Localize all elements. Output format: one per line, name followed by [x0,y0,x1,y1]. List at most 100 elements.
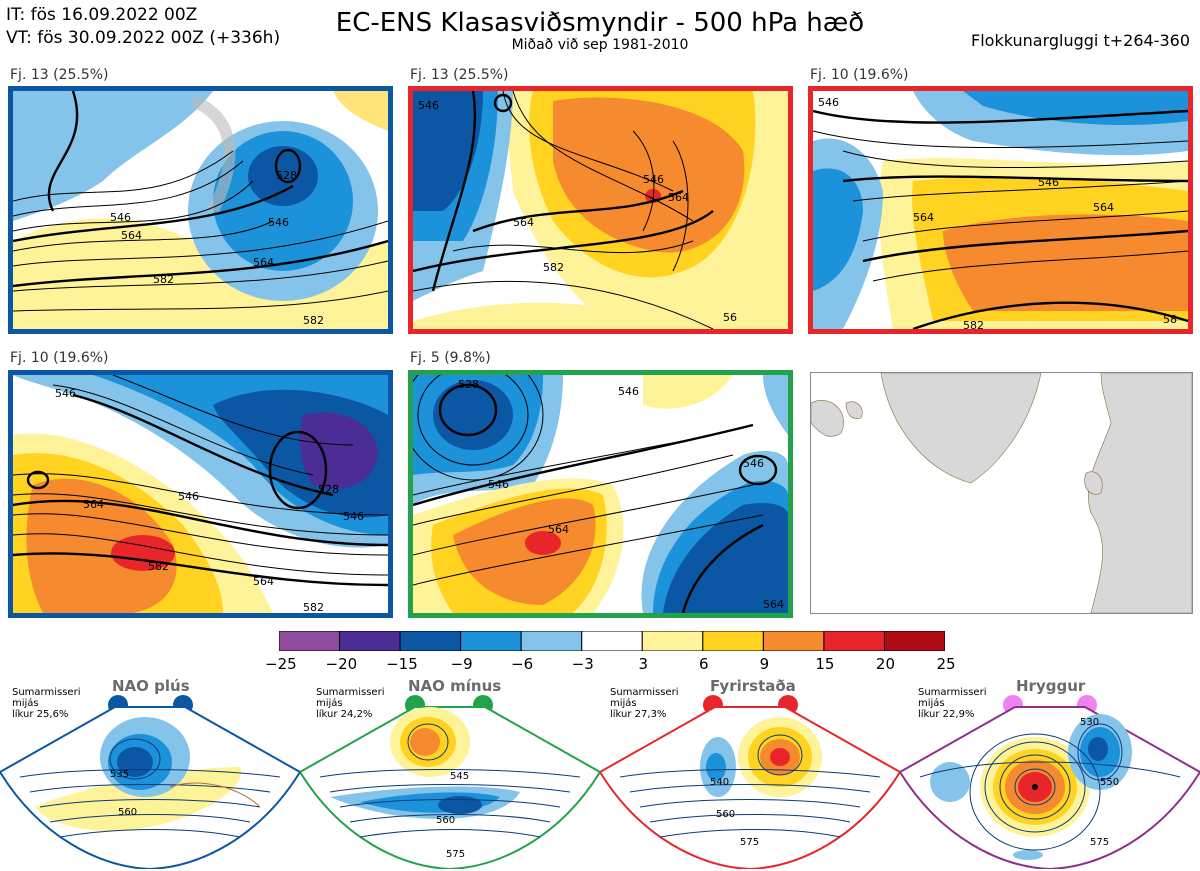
contour-label: 546 [818,96,839,109]
regime-1-note: Sumarmisseri mijás líkur 25,6% [12,687,81,720]
contour-label: 546 [1038,176,1059,189]
colorbar-swatch [581,630,643,652]
colorbar-tick-label: 6 [699,655,709,673]
valid-time: VT: fös 30.09.2022 00Z (+336h) [6,28,281,48]
contour-label: 546 [488,478,509,491]
cluster-map-2: 546 546 564 582 564 56 [408,86,793,334]
regime-contour-label: 530 [1080,717,1099,728]
colorbar-tick-label: −6 [511,655,534,673]
colorbar-swatch [278,630,341,652]
colorbar-tick-label: 3 [638,655,649,673]
header-info: IT: fös 16.09.2022 00Z VT: fös 30.09.202… [6,4,280,50]
contour-label: 528 [458,378,479,391]
regime-2-name: NAO mínus [408,677,502,695]
cluster-label-4: Fj. 10 (19.6%) [10,350,109,366]
colorbar-tick-label: −20 [325,655,358,673]
regime-1-map: 535 560 [0,706,300,869]
contour-label: 56 [723,311,737,324]
regime-contour-label: 540 [710,777,729,788]
contour-label: 564 [668,191,689,204]
regime-contour-label: 560 [436,815,455,826]
contour-label: 582 [543,261,564,274]
contour-label: 546 [110,211,131,224]
regime-contour-label: 560 [118,807,137,818]
regime-contour-label: 575 [740,837,759,848]
contour-label: 582 [963,319,984,329]
cluster-label-5: Fj. 5 (9.8%) [410,350,491,366]
init-time: IT: fös 16.09.2022 00Z [6,5,198,25]
contour-label: 564 [913,211,934,224]
cluster-label-3: Fj. 10 (19.6%) [810,67,909,83]
regime-4-map: 530 550 575 [900,706,1200,869]
colorbar-tick-label: 9 [759,655,770,673]
contour-label: 564 [548,523,569,536]
colorbar-tick-label: −25 [265,655,297,673]
regime-3-name: Fyrirstaða [710,677,796,695]
weather-regimes: Sumarmisseri mijás líkur 25,6% NAO plús … [0,675,1200,871]
regime-contour-label: 575 [446,849,465,860]
contour-label: 582 [303,314,324,327]
contour-label: 546 [178,490,199,503]
contour-label: 546 [618,385,639,398]
contour-label: 546 [743,457,764,470]
cluster-map-3: 546 546 564 564 582 58 [808,86,1193,334]
colorbar-ticks: −25 −20 −15 −9 −6 −3 3 6 9 15 20 25 [258,655,958,675]
contour-label: 546 [55,387,76,400]
colorbar-tick-label: −9 [450,655,473,673]
regime-contour-label: 550 [1100,777,1119,788]
contour-label: 528 [318,483,339,496]
regime-contour-label: 560 [716,809,735,820]
regime-4-note: Sumarmisseri mijás líkur 22,9% [918,687,987,720]
contour-label: 564 [253,256,274,269]
contour-label: 564 [121,229,142,242]
colorbar-tick-label: −15 [386,655,418,673]
contour-label: 546 [343,510,364,523]
contour-label: 564 [83,498,104,511]
regime-contour-label: 545 [450,771,469,782]
contour-label: 564 [1093,201,1114,214]
contour-label: 564 [763,598,784,611]
contour-label: 564 [253,575,274,588]
contour-label: 528 [276,169,297,182]
contour-label: 582 [148,560,169,573]
colorbar [278,630,946,655]
regime-4-name: Hryggur [1016,677,1086,695]
colorbar-tick-label: −3 [571,655,594,673]
regime-1-name: NAO plús [112,677,190,695]
cluster-map-1: 546 564 582 528 546 564 582 [8,86,393,334]
contour-label: 58 [1163,313,1177,326]
cluster-label-1: Fj. 13 (25.5%) [10,67,109,83]
page-subtitle: Miðað við sep 1981-2010 [511,37,689,53]
colorbar-tick-label: 25 [936,655,956,673]
regime-contour-label: 535 [110,769,129,780]
colorbar-swatch [520,630,583,652]
regime-3-note: Sumarmisseri mijás líkur 27,3% [610,687,679,720]
regime-contour-label: 575 [1090,837,1109,848]
colorbar-swatch [823,630,885,652]
colorbar-swatch [762,630,825,652]
regime-2-note: Sumarmisseri mijás líkur 24,2% [316,687,385,720]
cluster-map-5: 528 546 546 564 546 564 [408,370,793,618]
colorbar-swatch [702,630,764,652]
cluster-map-4: 546 564 582 564 546 528 546 582 [8,370,393,618]
contour-label: 582 [303,601,324,613]
colorbar-swatch [399,630,462,652]
contour-label: 546 [643,173,664,186]
contour-label: 546 [418,99,439,112]
contour-label: 564 [513,216,534,229]
colorbar-swatch [460,630,522,652]
colorbar-swatch [339,630,401,652]
page-title: EC-ENS Klasasviðsmyndir - 500 hPa hæð [335,8,865,38]
colorbar-tick-label: 20 [875,655,895,673]
classification-window: Flokkunargluggi t+264-360 [971,31,1190,50]
regime-3-map: 540 560 575 [600,706,900,869]
colorbar-swatches [278,630,946,652]
contour-label: 546 [268,216,289,229]
colorbar-swatch [883,630,946,652]
cluster-label-2: Fj. 13 (25.5%) [410,67,509,83]
empty-base-map [810,372,1193,614]
contour-label: 582 [153,273,174,286]
colorbar-tick-label: 15 [815,655,835,673]
regime-2-map: 545 560 575 [300,706,600,869]
colorbar-swatch [641,630,704,652]
